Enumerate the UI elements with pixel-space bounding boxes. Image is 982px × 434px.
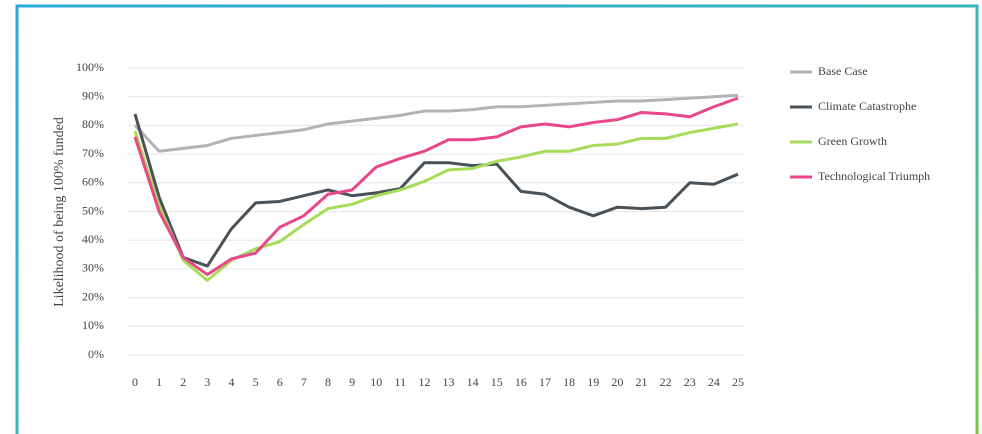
x-tick-label: 18 xyxy=(563,375,575,389)
x-tick-label: 20 xyxy=(611,375,623,389)
y-tick-label: 100% xyxy=(76,60,104,74)
x-tick-label: 22 xyxy=(660,375,672,389)
series-line xyxy=(133,93,739,153)
x-tick-label: 13 xyxy=(443,375,455,389)
x-tick-label: 3 xyxy=(204,375,210,389)
x-tick-label: 24 xyxy=(708,375,720,389)
x-tick-label: 16 xyxy=(515,375,527,389)
x-tick-label: 19 xyxy=(587,375,599,389)
legend-label: Base Case xyxy=(818,64,868,78)
x-tick-label: 21 xyxy=(636,375,648,389)
frame xyxy=(15,4,979,434)
x-tick-label: 5 xyxy=(253,375,259,389)
x-tick-label: 25 xyxy=(732,375,744,389)
legend-label: Green Growth xyxy=(818,134,887,148)
y-tick-label: 40% xyxy=(82,232,104,246)
y-tick-label: 20% xyxy=(82,289,104,303)
y-tick-label: 0% xyxy=(88,347,104,361)
x-tick-label: 10 xyxy=(370,375,382,389)
y-tick-label: 50% xyxy=(82,203,104,217)
series-line xyxy=(133,113,739,268)
x-tick-label: 12 xyxy=(418,375,430,389)
x-tick-label: 8 xyxy=(325,375,331,389)
x-tick-label: 7 xyxy=(301,375,307,389)
y-tick-label: 10% xyxy=(82,318,104,332)
legend-label: Technological Triumph xyxy=(818,169,930,183)
x-tick-label: 14 xyxy=(467,375,479,389)
x-tick-label: 2 xyxy=(180,375,186,389)
legend-label: Climate Catastrophe xyxy=(818,99,916,113)
x-tick-label: 15 xyxy=(491,375,503,389)
y-tick-label: 60% xyxy=(82,175,104,189)
x-tick-label: 6 xyxy=(277,375,283,389)
x-tick-label: 23 xyxy=(684,375,696,389)
x-tick-label: 11 xyxy=(395,375,407,389)
y-tick-label: 30% xyxy=(82,261,104,275)
x-tick-label: 4 xyxy=(228,375,234,389)
y-tick-label: 70% xyxy=(82,146,104,160)
x-tick-label: 9 xyxy=(349,375,355,389)
x-tick-label: 0 xyxy=(132,375,138,389)
y-axis-label: Likelihood of being 100% funded xyxy=(52,117,67,307)
y-tick-label: 80% xyxy=(82,117,104,131)
y-tick-label: 90% xyxy=(82,88,104,102)
x-tick-label: 17 xyxy=(539,375,551,389)
x-tick-label: 1 xyxy=(156,375,162,389)
series-line xyxy=(133,96,739,277)
